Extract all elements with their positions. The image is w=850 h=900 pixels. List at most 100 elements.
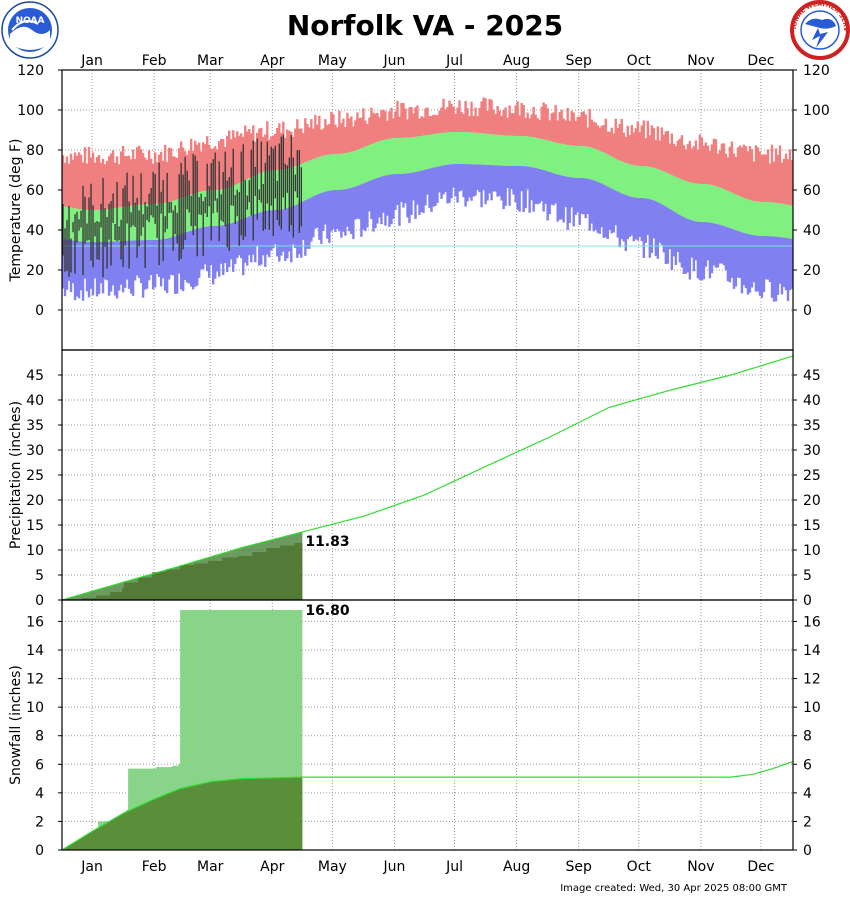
normal-range-bar xyxy=(436,133,439,167)
normal-range-bar xyxy=(362,147,365,184)
record-low-bar xyxy=(572,177,575,227)
record-low-bar xyxy=(496,165,499,197)
record-low-bar xyxy=(332,190,335,230)
record-high-bar xyxy=(674,146,678,177)
normal-range-bar xyxy=(690,182,694,221)
record-low-bar xyxy=(484,164,487,205)
normal-range-bar xyxy=(536,138,539,169)
record-low-bar xyxy=(456,164,459,203)
record-high-bar xyxy=(95,157,99,210)
record-high-bar xyxy=(638,132,641,166)
record-high-bar xyxy=(536,118,539,139)
record-low-bar xyxy=(492,165,495,192)
record-high-bar xyxy=(312,128,315,160)
record-low-bar xyxy=(548,171,551,215)
record-low-bar xyxy=(348,188,351,232)
record-high-bar xyxy=(320,129,323,157)
record-low-bar xyxy=(284,208,287,261)
record-low-bar xyxy=(342,189,345,232)
month-label-bottom: Jun xyxy=(383,859,406,875)
normal-range-bar xyxy=(688,182,692,220)
record-high-bar xyxy=(402,102,405,138)
record-low-bar xyxy=(428,168,431,208)
record-high-bar xyxy=(744,146,748,199)
record-high-bar xyxy=(230,139,233,187)
record-high-bar xyxy=(129,159,133,206)
normal-range-bar xyxy=(456,132,459,165)
record-low-bar xyxy=(107,241,111,296)
normal-range-bar xyxy=(420,136,423,171)
normal-range-bar xyxy=(742,197,746,233)
record-high-bar xyxy=(688,140,692,183)
snowfall-y-axis-label: Snowfall (inches) xyxy=(8,665,24,785)
normal-range-bar xyxy=(448,132,451,165)
normal-range-bar xyxy=(612,157,615,190)
record-low-bar xyxy=(668,208,672,250)
record-high-bar xyxy=(558,111,561,144)
normal-range-bar xyxy=(444,132,447,166)
normal-range-bar xyxy=(664,172,668,207)
record-high-bar xyxy=(400,103,403,138)
y-tick-label-left: 14 xyxy=(26,643,44,659)
normal-range-bar xyxy=(408,137,411,174)
temperature-y-axis-label: Temperature (deg F) xyxy=(8,139,24,283)
record-low-bar xyxy=(732,229,736,289)
normal-range-bar xyxy=(526,136,529,167)
record-low-bar xyxy=(454,164,457,197)
record-low-bar xyxy=(736,230,740,278)
normal-range-bar xyxy=(416,136,419,172)
normal-range-bar xyxy=(428,134,431,169)
normal-range-bar xyxy=(694,183,698,222)
record-high-bar xyxy=(71,159,75,209)
y-tick-label-right: 14 xyxy=(803,643,821,659)
snowfall-normal-line xyxy=(61,760,794,851)
record-high-bar xyxy=(590,119,593,148)
record-low-bar xyxy=(350,187,353,235)
normal-range-bar xyxy=(532,137,535,168)
normal-range-bar xyxy=(312,159,315,197)
record-high-bar xyxy=(726,157,730,191)
normal-range-bar xyxy=(698,183,702,222)
record-low-bar xyxy=(181,233,185,292)
record-low-bar xyxy=(734,230,738,287)
normal-range-bar xyxy=(772,202,776,237)
normal-range-bar xyxy=(502,135,505,166)
record-low-bar xyxy=(197,228,201,278)
record-low-bar xyxy=(410,172,413,215)
record-low-bar xyxy=(276,209,279,257)
normal-range-bar xyxy=(558,143,561,175)
record-low-bar xyxy=(199,227,203,270)
record-high-bar xyxy=(208,144,211,191)
record-low-bar xyxy=(85,241,89,292)
record-low-bar xyxy=(195,228,199,286)
normal-range-bar xyxy=(568,145,571,178)
record-low-bar xyxy=(534,167,537,204)
record-low-bar xyxy=(278,209,281,262)
record-high-bar xyxy=(342,118,345,154)
record-high-bar xyxy=(618,123,621,161)
normal-range-bar xyxy=(722,189,726,226)
normal-range-bar xyxy=(702,184,706,223)
normal-range-bar xyxy=(682,180,686,217)
record-high-bar xyxy=(236,131,239,185)
record-low-bar xyxy=(694,221,698,261)
record-high-bar xyxy=(354,120,357,151)
record-low-bar xyxy=(550,172,553,205)
record-high-bar xyxy=(468,116,471,133)
record-low-bar xyxy=(139,240,143,284)
record-high-bar xyxy=(127,155,131,207)
record-low-bar xyxy=(322,192,325,231)
panel-precipitation: 11.83 0 0 5 5 10 10 15 15 20 20 25 25 30 30 35 35 40 40 45 4… xyxy=(8,349,821,609)
normal-range-bar xyxy=(340,153,343,190)
normal-range-bar xyxy=(764,202,768,237)
record-high-bar xyxy=(526,112,529,137)
record-high-bar xyxy=(446,107,449,133)
record-low-bar xyxy=(504,165,507,206)
normal-range-bar xyxy=(552,141,555,174)
normal-range-bar xyxy=(336,153,339,190)
record-high-bar xyxy=(520,103,523,137)
record-high-bar xyxy=(728,146,732,192)
record-low-bar xyxy=(420,170,423,213)
normal-range-bar xyxy=(422,135,425,171)
